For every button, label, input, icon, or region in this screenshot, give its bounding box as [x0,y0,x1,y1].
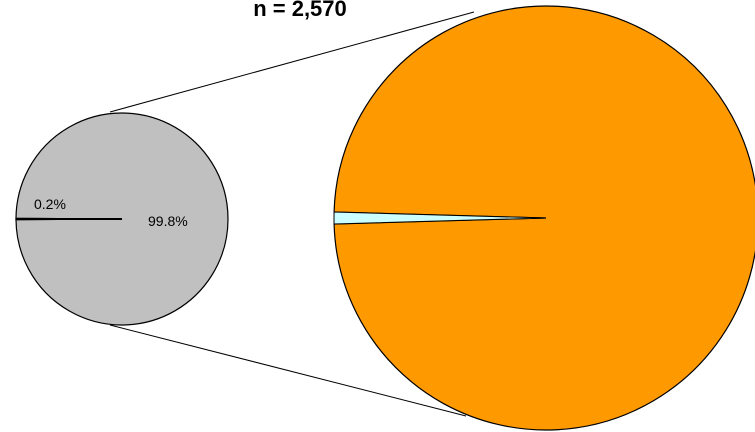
connector-line-bottom [109,324,467,417]
slice-label-small: 0.2% [34,196,66,212]
secondary-pie [333,5,755,431]
slice-label-large: 99.8% [148,213,188,229]
connector-line-top [109,11,475,113]
primary-slice-labels: 0.2% 99.8% [34,196,188,229]
primary-pie [15,112,229,326]
secondary-slice-large [333,5,755,431]
primary-slice-large [15,112,229,326]
connector-lines [109,11,475,417]
secondary-slice-small [333,211,547,225]
chart-title: n = 2,570 [253,0,347,21]
